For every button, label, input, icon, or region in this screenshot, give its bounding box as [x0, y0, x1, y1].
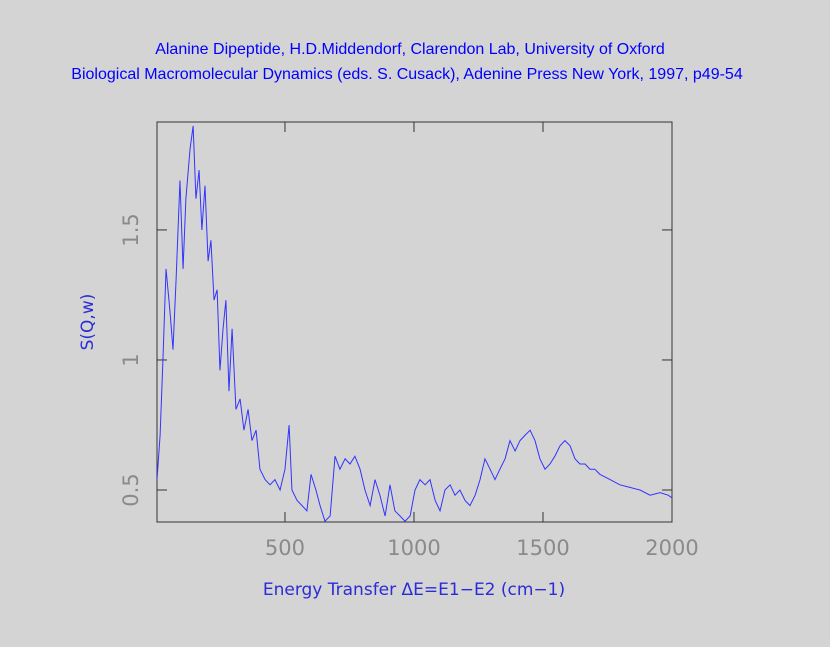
- y-tick-label: 0.5: [119, 473, 143, 506]
- chart-subtitle: Biological Macromolecular Dynamics (eds.…: [71, 66, 743, 83]
- x-tick-label: 500: [265, 536, 305, 560]
- plot-frame: [156, 121, 673, 523]
- x-axis-label: Energy Transfer ΔE=E1−E2 (cm−1): [263, 580, 565, 600]
- chart-title: Alanine Dipeptide, H.D.Middendorf, Clare…: [155, 41, 665, 58]
- y-tick-label: 1: [119, 353, 143, 366]
- y-tick-label: 1.5: [119, 213, 143, 246]
- x-tick-label: 2000: [645, 536, 698, 560]
- x-tick-label: 1500: [516, 536, 569, 560]
- data-line: [157, 125, 672, 522]
- y-axis-label: S(Q,w): [78, 294, 98, 351]
- x-tick-label: 1000: [387, 536, 440, 560]
